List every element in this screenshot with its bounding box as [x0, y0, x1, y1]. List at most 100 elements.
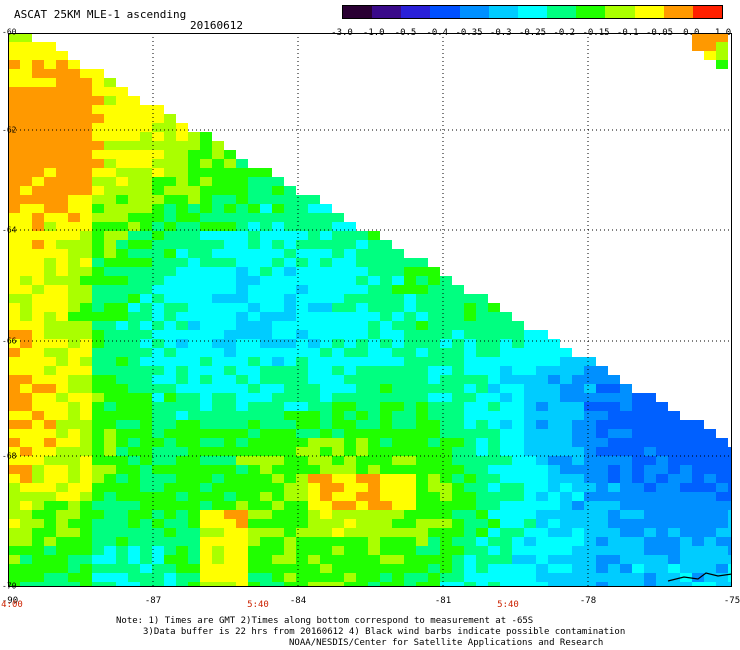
wind-cell: [128, 429, 140, 438]
wind-cell: [152, 276, 164, 285]
wind-cell: [488, 321, 500, 330]
wind-cell: [344, 564, 356, 573]
wind-cell: [668, 447, 680, 456]
wind-cell: [44, 141, 56, 150]
wind-cell: [476, 474, 488, 483]
wind-cell: [632, 429, 644, 438]
wind-cell: [536, 384, 548, 393]
wind-cell: [248, 510, 260, 519]
wind-cell: [104, 87, 116, 96]
wind-cell: [560, 483, 572, 492]
wind-cell: [32, 357, 44, 366]
wind-cell: [176, 231, 188, 240]
wind-cell: [236, 258, 248, 267]
wind-cell: [56, 564, 68, 573]
wind-cell: [92, 456, 104, 465]
wind-cell: [8, 231, 20, 240]
wind-cell: [152, 474, 164, 483]
wind-cell: [56, 186, 68, 195]
wind-cell: [116, 177, 128, 186]
wind-cell: [692, 546, 704, 555]
wind-cell: [20, 168, 32, 177]
wind-cell: [356, 501, 368, 510]
wind-cell: [320, 519, 332, 528]
wind-cell: [32, 420, 44, 429]
wind-cell: [44, 168, 56, 177]
wind-cell: [212, 537, 224, 546]
wind-cell: [104, 528, 116, 537]
wind-cell: [92, 231, 104, 240]
wind-cell: [128, 519, 140, 528]
wind-cell: [164, 411, 176, 420]
wind-cell: [200, 564, 212, 573]
wind-cell: [368, 564, 380, 573]
wind-cell: [236, 456, 248, 465]
wind-cell: [248, 285, 260, 294]
wind-cell: [536, 528, 548, 537]
wind-cell: [260, 519, 272, 528]
wind-cell: [320, 555, 332, 564]
wind-cell: [164, 168, 176, 177]
wind-cell: [116, 402, 128, 411]
wind-cell: [572, 474, 584, 483]
wind-cell: [380, 492, 392, 501]
wind-cell: [200, 285, 212, 294]
wind-cell: [356, 402, 368, 411]
wind-cell: [668, 465, 680, 474]
wind-cell: [104, 204, 116, 213]
wind-cell: [476, 375, 488, 384]
wind-cell: [92, 177, 104, 186]
wind-cell: [380, 357, 392, 366]
wind-cell: [212, 420, 224, 429]
wind-cell: [140, 564, 152, 573]
wind-cell: [356, 555, 368, 564]
wind-cell: [188, 321, 200, 330]
wind-cell: [572, 384, 584, 393]
wind-cell: [152, 573, 164, 582]
wind-cell: [608, 564, 620, 573]
wind-cell: [404, 510, 416, 519]
wind-cell: [248, 402, 260, 411]
wind-cell: [572, 393, 584, 402]
wind-cell: [116, 267, 128, 276]
wind-cell: [140, 141, 152, 150]
wind-cell: [548, 555, 560, 564]
wind-cell: [284, 492, 296, 501]
wind-cell: [116, 123, 128, 132]
wind-cell: [236, 276, 248, 285]
wind-cell: [260, 231, 272, 240]
latitude-label: -64: [2, 225, 17, 235]
color-scale-swatch: [430, 6, 460, 18]
wind-cell: [704, 429, 716, 438]
wind-cell: [524, 411, 536, 420]
wind-cell: [224, 348, 236, 357]
wind-cell: [620, 546, 632, 555]
wind-cell: [200, 150, 212, 159]
wind-cell: [128, 528, 140, 537]
wind-cell: [92, 150, 104, 159]
wind-cell: [140, 492, 152, 501]
wind-cell: [644, 393, 656, 402]
wind-cell: [512, 564, 524, 573]
wind-cell: [548, 438, 560, 447]
wind-cell: [152, 249, 164, 258]
wind-cell: [344, 384, 356, 393]
wind-cell: [212, 447, 224, 456]
wind-cell: [32, 348, 44, 357]
wind-cell: [200, 411, 212, 420]
wind-cell: [248, 393, 260, 402]
wind-cell: [308, 510, 320, 519]
wind-cell: [668, 519, 680, 528]
wind-cell: [512, 393, 524, 402]
wind-cell: [272, 267, 284, 276]
wind-cell: [104, 456, 116, 465]
wind-cell: [512, 501, 524, 510]
wind-cell: [8, 96, 20, 105]
wind-cell: [116, 519, 128, 528]
wind-cell: [128, 402, 140, 411]
wind-cell: [272, 465, 284, 474]
wind-cell: [632, 519, 644, 528]
wind-cell: [140, 159, 152, 168]
wind-cell: [488, 510, 500, 519]
wind-cell: [68, 141, 80, 150]
